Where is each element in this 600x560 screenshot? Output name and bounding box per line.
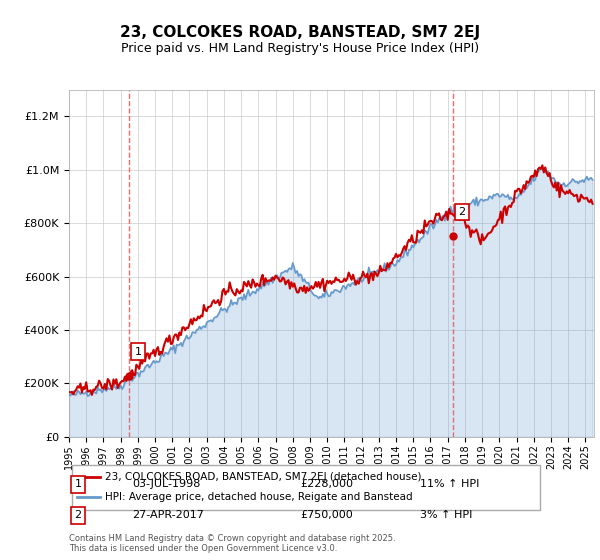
- Text: 1: 1: [134, 347, 142, 357]
- Text: £228,000: £228,000: [300, 479, 353, 489]
- Text: 2: 2: [458, 207, 466, 217]
- Text: 2: 2: [74, 510, 82, 520]
- Text: 27-APR-2017: 27-APR-2017: [132, 510, 204, 520]
- Text: £750,000: £750,000: [300, 510, 353, 520]
- Text: Contains HM Land Registry data © Crown copyright and database right 2025.
This d: Contains HM Land Registry data © Crown c…: [69, 534, 395, 553]
- Text: 11% ↑ HPI: 11% ↑ HPI: [420, 479, 479, 489]
- Text: 23, COLCOKES ROAD, BANSTEAD, SM7 2EJ: 23, COLCOKES ROAD, BANSTEAD, SM7 2EJ: [120, 25, 480, 40]
- Text: 23, COLCOKES ROAD, BANSTEAD, SM7 2EJ (detached house): 23, COLCOKES ROAD, BANSTEAD, SM7 2EJ (de…: [105, 472, 421, 482]
- Text: 03-JUL-1998: 03-JUL-1998: [132, 479, 200, 489]
- Text: 1: 1: [74, 479, 82, 489]
- Text: HPI: Average price, detached house, Reigate and Banstead: HPI: Average price, detached house, Reig…: [105, 492, 412, 502]
- Text: Price paid vs. HM Land Registry's House Price Index (HPI): Price paid vs. HM Land Registry's House …: [121, 42, 479, 55]
- Text: 3% ↑ HPI: 3% ↑ HPI: [420, 510, 472, 520]
- FancyBboxPatch shape: [72, 465, 540, 510]
